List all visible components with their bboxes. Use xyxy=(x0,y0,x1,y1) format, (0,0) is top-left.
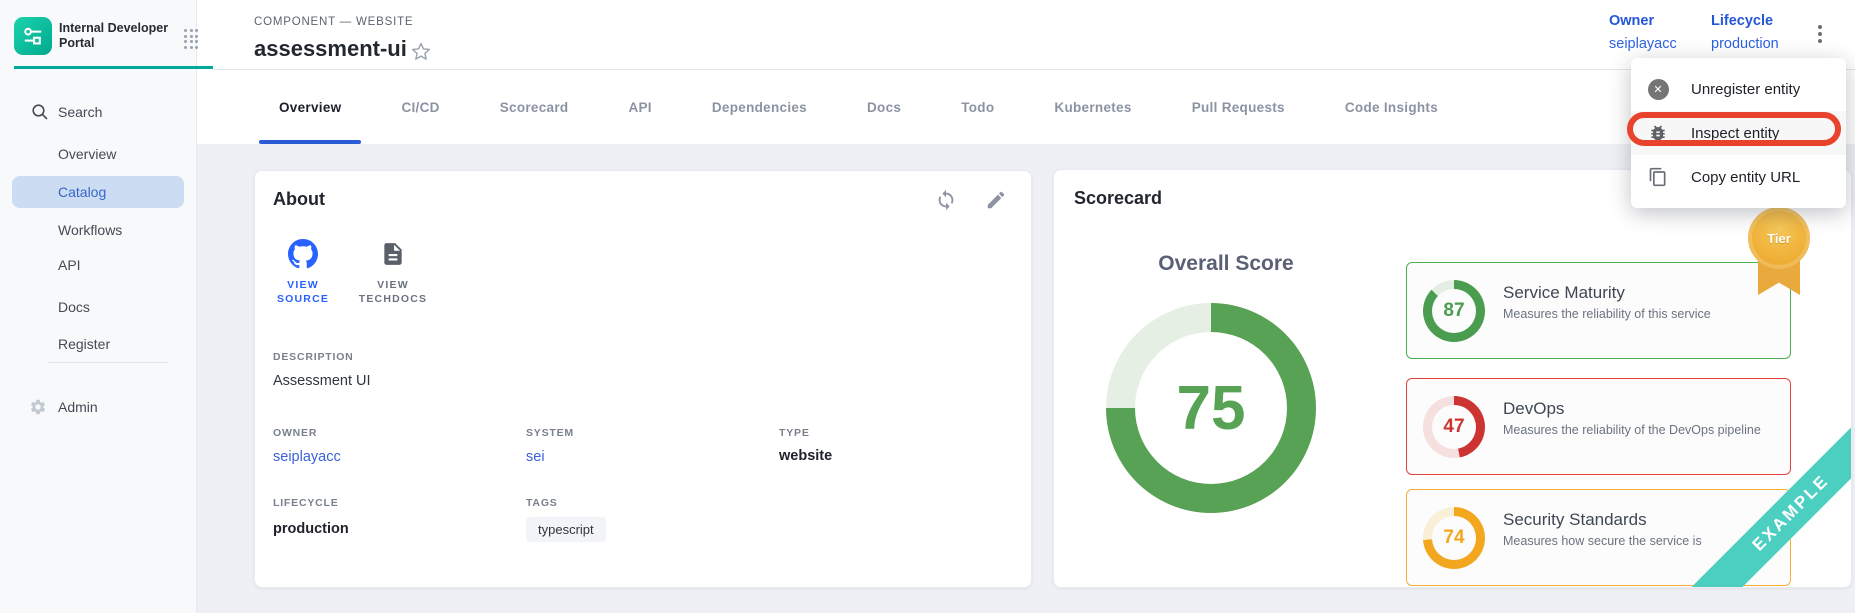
menu-item-copy-entity-url[interactable]: Copy entity URL xyxy=(1631,155,1846,199)
score-item-title: Security Standards xyxy=(1503,510,1647,529)
lifecycle-field-label: LIFECYCLE xyxy=(273,497,339,509)
sidebar-item-register[interactable]: Register xyxy=(58,336,111,352)
tab-scorecard[interactable]: Scorecard xyxy=(499,99,569,115)
sidebar-item-overview[interactable]: Overview xyxy=(58,146,117,162)
score-item-title: DevOps xyxy=(1503,399,1565,418)
score-item-title: Service Maturity xyxy=(1503,283,1625,302)
security-standards-donut: 74 xyxy=(1423,507,1485,569)
refresh-icon[interactable] xyxy=(935,189,957,211)
tab-kubernetes[interactable]: Kubernetes xyxy=(1054,99,1132,115)
devops-score: 47 xyxy=(1443,416,1465,437)
view-source-button[interactable]: VIEW SOURCE xyxy=(263,239,343,306)
sidebar-item-search[interactable]: Search xyxy=(58,104,103,120)
about-card: About VIEW SOURCE VIEW TECHDOCS DESCRIPTIO… xyxy=(254,170,1032,588)
tag-chip-typescript[interactable]: typescript xyxy=(526,517,606,542)
tab-overview[interactable]: Overview xyxy=(259,70,362,144)
menu-item-unregister-entity[interactable]: ✕ Unregister entity xyxy=(1631,67,1846,111)
document-icon xyxy=(384,243,402,265)
entity-context-menu: ✕ Unregister entity Inspect entity Copy … xyxy=(1631,58,1846,208)
breadcrumb: COMPONENT — WEBSITE xyxy=(254,16,414,28)
header-divider xyxy=(213,69,1855,70)
lifecycle-field-value: production xyxy=(273,521,349,537)
tab-api[interactable]: API xyxy=(628,99,652,115)
cancel-icon: ✕ xyxy=(1647,78,1669,100)
owner-field-label: OWNER xyxy=(273,427,318,439)
score-item-description: Measures the reliability of this service xyxy=(1503,307,1711,321)
security-standards-score: 74 xyxy=(1443,527,1465,548)
tab-todo[interactable]: Todo xyxy=(961,99,995,115)
score-item-devops[interactable]: 47 DevOps Measures the reliability of th… xyxy=(1406,378,1791,475)
tab-cicd[interactable]: CI/CD xyxy=(401,99,440,115)
portal-logo-icon xyxy=(14,17,52,55)
sidebar-item-api[interactable]: API xyxy=(58,257,81,273)
sidebar-item-docs[interactable]: Docs xyxy=(58,299,90,315)
devops-donut: 47 xyxy=(1423,396,1485,458)
tier-badge: Tier xyxy=(1746,207,1812,299)
score-item-description: Measures the reliability of the DevOps p… xyxy=(1503,423,1761,437)
sidebar-item-catalog[interactable]: Catalog xyxy=(58,184,107,200)
view-techdocs-button[interactable]: VIEW TECHDOCS xyxy=(353,239,433,306)
description-label: DESCRIPTION xyxy=(273,351,354,363)
type-field-value: website xyxy=(779,448,833,464)
sidebar-accent-rule xyxy=(14,66,213,69)
menu-item-label: Unregister entity xyxy=(1691,80,1801,98)
system-field-value[interactable]: sei xyxy=(526,449,545,465)
star-icon[interactable] xyxy=(409,40,433,64)
service-maturity-donut: 87 xyxy=(1423,280,1485,342)
tab-dependencies[interactable]: Dependencies xyxy=(711,99,807,115)
sidebar-item-workflows[interactable]: Workflows xyxy=(58,222,123,238)
tab-code-insights[interactable]: Code Insights xyxy=(1344,99,1439,115)
example-ribbon: EXAMPLE xyxy=(1661,383,1851,587)
sidebar-selected-highlight xyxy=(12,176,184,208)
sidebar: Internal Developer Portal Search Overvie… xyxy=(0,0,197,613)
menu-item-label: Inspect entity xyxy=(1691,124,1780,142)
kebab-menu-icon[interactable] xyxy=(1812,25,1828,51)
tier-badge-medal: Tier xyxy=(1748,207,1810,269)
copy-icon xyxy=(1647,166,1669,188)
overall-score-value: 75 xyxy=(1176,373,1246,443)
search-icon xyxy=(32,104,48,120)
service-maturity-score: 87 xyxy=(1443,300,1465,321)
owner-label: Owner xyxy=(1609,13,1655,29)
description-value: Assessment UI xyxy=(273,373,371,389)
bug-icon xyxy=(1647,122,1669,144)
scorecard-title: Scorecard xyxy=(1074,188,1163,208)
about-title: About xyxy=(273,189,325,209)
overall-score-donut: 75 xyxy=(1106,303,1316,513)
tab-docs[interactable]: Docs xyxy=(867,99,902,115)
sidebar-divider xyxy=(48,362,168,363)
apps-grid-icon[interactable] xyxy=(184,29,198,49)
score-item-security-standards[interactable]: 74 Security Standards Measures how secur… xyxy=(1406,489,1791,586)
gear-icon xyxy=(30,399,46,415)
menu-item-label: Copy entity URL xyxy=(1691,168,1801,186)
overall-score-label: Overall Score xyxy=(1158,252,1294,275)
page-title: assessment-ui xyxy=(254,36,407,61)
menu-item-inspect-entity[interactable]: Inspect entity xyxy=(1631,111,1846,155)
score-item-description: Measures how secure the service is xyxy=(1503,534,1702,548)
score-item-service-maturity[interactable]: 87 Service Maturity Measures the reliabi… xyxy=(1406,262,1791,359)
tags-field-label: TAGS xyxy=(526,497,558,509)
lifecycle-label: Lifecycle xyxy=(1711,13,1774,29)
type-field-label: TYPE xyxy=(779,427,810,439)
github-icon xyxy=(288,239,318,269)
portal-title: Internal Developer Portal xyxy=(59,21,169,50)
owner-field-value[interactable]: seiplayacc xyxy=(273,449,341,465)
edit-pencil-icon[interactable] xyxy=(985,189,1007,211)
tab-pull-requests[interactable]: Pull Requests xyxy=(1191,99,1285,115)
system-field-label: SYSTEM xyxy=(526,427,574,439)
owner-value[interactable]: seiplayacc xyxy=(1609,36,1677,52)
tab-bar: Overview CI/CD Scorecard API Dependencie… xyxy=(197,70,1855,144)
example-ribbon-wrap: EXAMPLE xyxy=(1621,357,1851,587)
lifecycle-value: production xyxy=(1711,36,1779,52)
scorecard-card: Scorecard Overall Score 75 87 Service Ma… xyxy=(1053,169,1852,588)
sidebar-item-admin[interactable]: Admin xyxy=(58,399,98,415)
tier-badge-text: Tier xyxy=(1767,230,1791,246)
